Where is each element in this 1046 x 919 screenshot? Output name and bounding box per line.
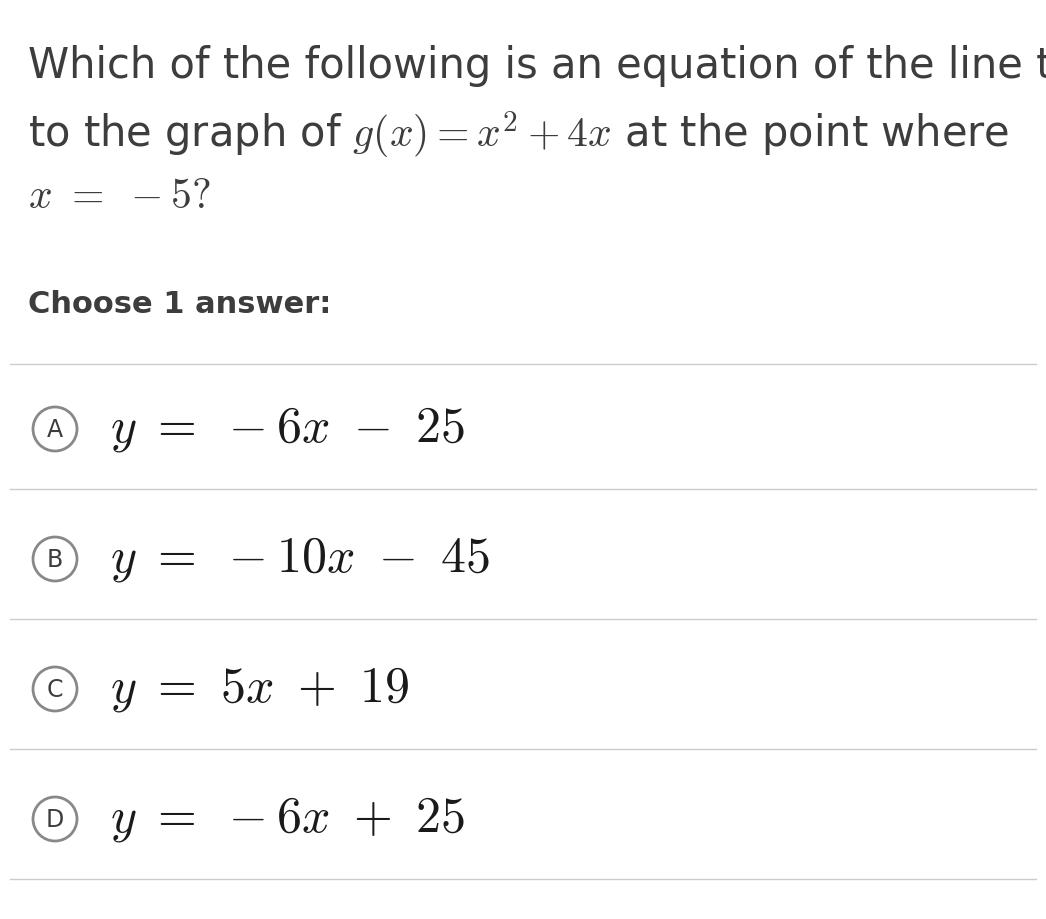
Text: $y\ =\ 5x\ +\ 19$: $y\ =\ 5x\ +\ 19$ bbox=[110, 664, 409, 714]
Text: Which of the following is an equation of the line tangent: Which of the following is an equation of… bbox=[28, 45, 1046, 87]
Text: B: B bbox=[47, 548, 63, 572]
Text: $y\ =\ -6x\ -\ 25$: $y\ =\ -6x\ -\ 25$ bbox=[110, 405, 465, 454]
Text: A: A bbox=[47, 417, 63, 441]
Text: $x\ =\ -5?$: $x\ =\ -5?$ bbox=[28, 175, 210, 217]
Text: Choose 1 answer:: Choose 1 answer: bbox=[28, 289, 332, 319]
Text: $y\ =\ -10x\ -\ 45$: $y\ =\ -10x\ -\ 45$ bbox=[110, 535, 491, 584]
Circle shape bbox=[33, 407, 77, 451]
Text: D: D bbox=[46, 807, 64, 831]
Circle shape bbox=[33, 538, 77, 582]
Circle shape bbox=[33, 667, 77, 711]
Text: $y\ =\ -6x\ +\ 25$: $y\ =\ -6x\ +\ 25$ bbox=[110, 795, 465, 844]
Text: to the graph of $g(x) = x^2 + 4x$ at the point where: to the graph of $g(x) = x^2 + 4x$ at the… bbox=[28, 110, 1009, 161]
Text: C: C bbox=[47, 677, 63, 701]
Circle shape bbox=[33, 797, 77, 841]
